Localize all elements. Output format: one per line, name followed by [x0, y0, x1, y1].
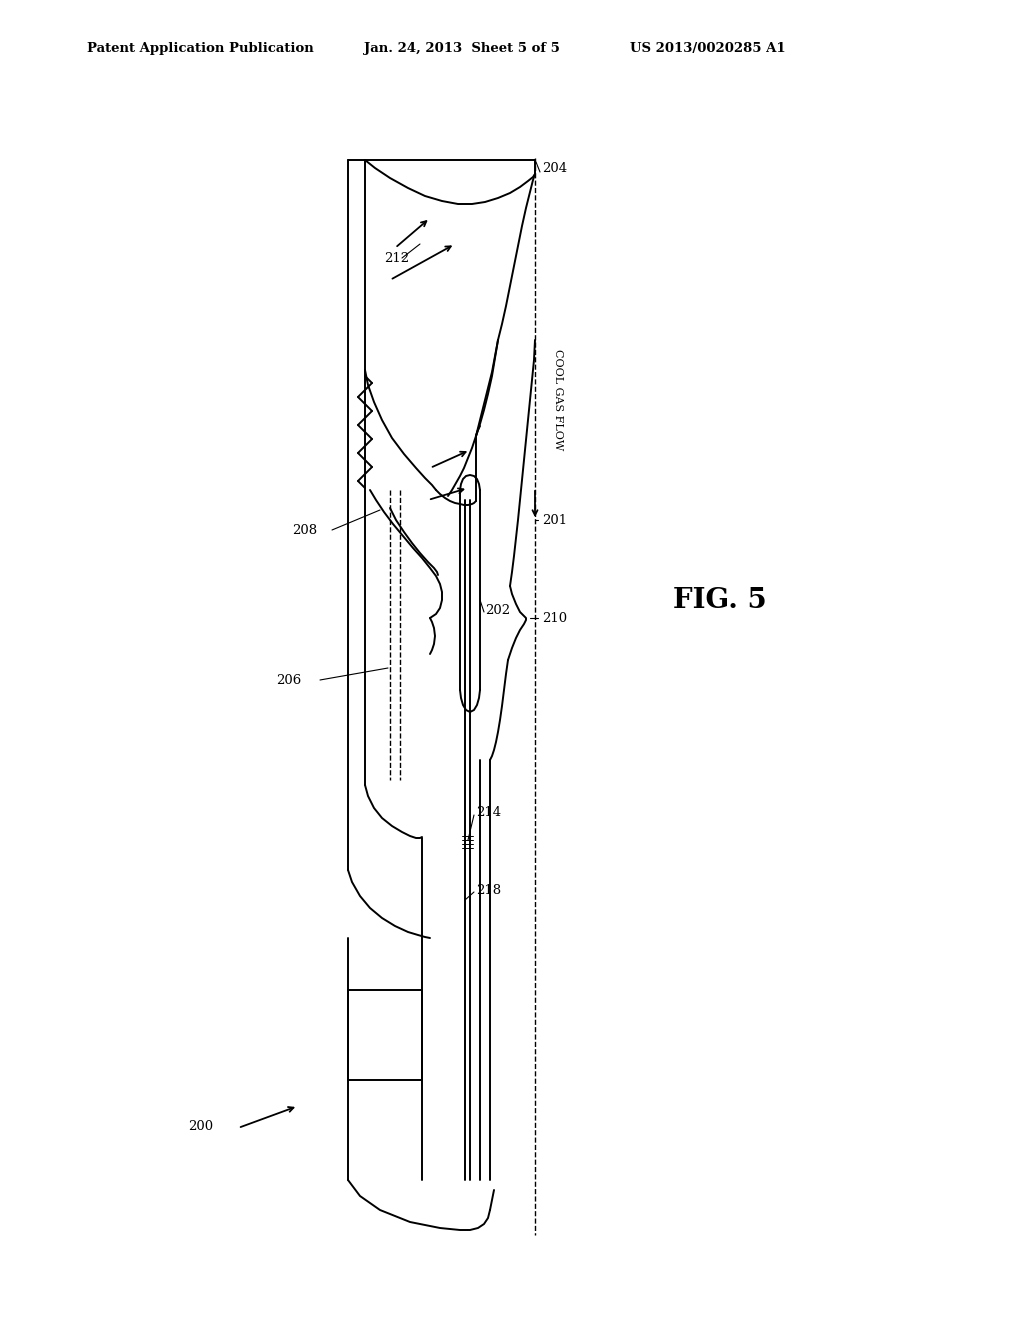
Text: 206: 206: [276, 673, 301, 686]
Text: 200: 200: [188, 1119, 213, 1133]
Text: 208: 208: [292, 524, 317, 536]
Text: Jan. 24, 2013  Sheet 5 of 5: Jan. 24, 2013 Sheet 5 of 5: [364, 42, 559, 55]
Text: Patent Application Publication: Patent Application Publication: [87, 42, 313, 55]
Text: 202: 202: [485, 603, 510, 616]
Text: US 2013/0020285 A1: US 2013/0020285 A1: [630, 42, 785, 55]
Text: 210: 210: [542, 611, 567, 624]
Text: 212: 212: [384, 252, 410, 264]
Text: 204: 204: [542, 161, 567, 174]
Text: FIG. 5: FIG. 5: [673, 586, 767, 614]
Text: 218: 218: [476, 883, 501, 896]
Text: 201: 201: [542, 513, 567, 527]
Text: 214: 214: [476, 805, 501, 818]
Text: COOL GAS FLOW: COOL GAS FLOW: [553, 350, 563, 450]
